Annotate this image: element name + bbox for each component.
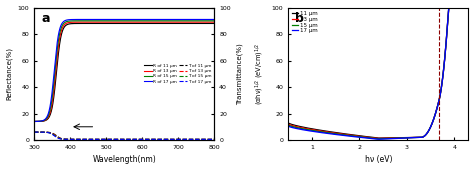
Y-axis label: (αhν)$^{1/2}$ (eV/cm)$^{1/2}$: (αhν)$^{1/2}$ (eV/cm)$^{1/2}$ xyxy=(254,43,266,105)
X-axis label: hν (eV): hν (eV) xyxy=(365,155,392,164)
Y-axis label: Reflectance(%): Reflectance(%) xyxy=(6,47,12,100)
Legend: R of 11 μm, R of 13 μm, R of 15 μm, R of 17 μm, T of 11 μm, T of 13 μm, T of 15 : R of 11 μm, R of 13 μm, R of 15 μm, R of… xyxy=(143,63,212,84)
Y-axis label: Transmittance(%): Transmittance(%) xyxy=(237,43,243,105)
Text: b: b xyxy=(295,12,304,24)
X-axis label: Wavelength(nm): Wavelength(nm) xyxy=(92,155,156,164)
Legend: 11 μm, 13 μm, 15 μm, 17 μm: 11 μm, 13 μm, 15 μm, 17 μm xyxy=(291,10,318,34)
Text: a: a xyxy=(41,12,50,24)
